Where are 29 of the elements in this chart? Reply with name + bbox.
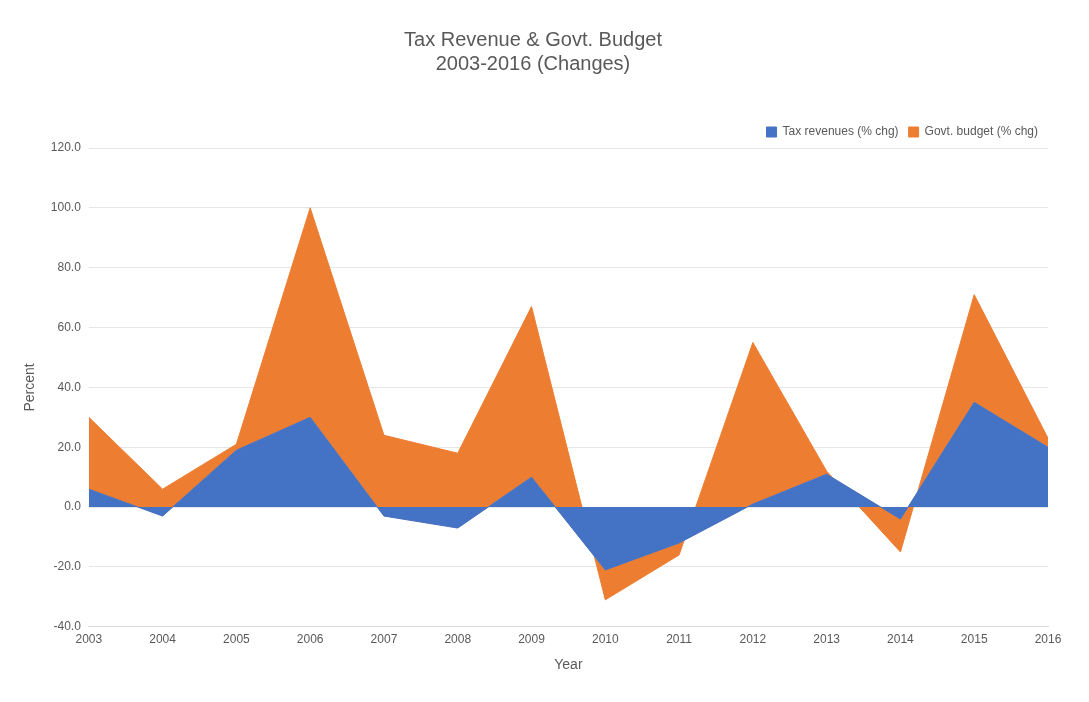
y-tick-label: 60.0 — [57, 319, 82, 334]
x-tick-label: 2004 — [149, 632, 177, 647]
x-tick-label: 2005 — [223, 632, 251, 647]
y-tick-label: 80.0 — [57, 260, 82, 275]
x-tick-label: 2006 — [296, 632, 324, 647]
x-tick-label: 2015 — [960, 632, 988, 647]
x-tick-label: 2007 — [370, 632, 398, 647]
y-axis-title: Percent — [21, 363, 38, 412]
y-tick-label: -40.0 — [53, 619, 82, 634]
x-tick-label: 2003 — [75, 632, 103, 647]
y-tick-label: 120.0 — [50, 140, 82, 155]
x-tick-label: 2010 — [591, 632, 619, 647]
chart-title: Tax Revenue & Govt. Budget — [404, 27, 663, 50]
x-tick-label: 2013 — [813, 632, 841, 647]
y-tick-label: 0.0 — [64, 499, 82, 514]
y-tick-label: 40.0 — [57, 379, 82, 394]
y-tick-label: 20.0 — [57, 439, 82, 454]
y-tick-label: -20.0 — [53, 559, 82, 574]
x-tick-label: 2008 — [444, 632, 472, 647]
x-tick-label: 2011 — [666, 632, 693, 647]
x-axis-title: Year — [554, 656, 583, 673]
x-tick-label: 2012 — [739, 632, 767, 647]
chart-subtitle: 2003-2016 (Changes) — [435, 51, 631, 74]
y-tick-label: 100.0 — [50, 200, 82, 215]
x-tick-label: 2009 — [518, 632, 546, 647]
legend-label: Tax revenues (% chg) — [782, 124, 899, 139]
legend-label: Govt. budget (% chg) — [924, 124, 1038, 139]
x-tick-label: 2016 — [1034, 632, 1062, 647]
x-tick-label: 2014 — [887, 632, 915, 647]
